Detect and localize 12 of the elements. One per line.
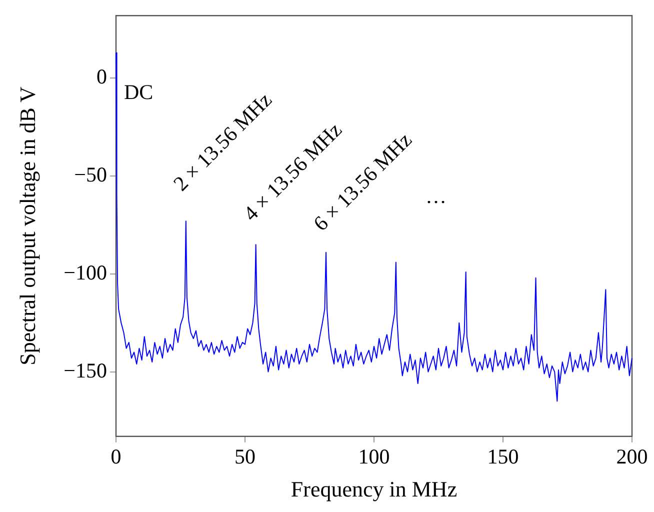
annotation: … xyxy=(426,184,446,208)
x-tick-label: 50 xyxy=(234,444,256,469)
x-axis-title: Frequency in MHz xyxy=(290,476,458,502)
x-tick-label: 200 xyxy=(616,444,648,469)
y-axis-title: Spectral output voltage in dB V xyxy=(14,86,40,366)
y-tick-label: 0 xyxy=(96,64,107,89)
y-tick-label: −150 xyxy=(64,358,107,382)
x-tick-label: 100 xyxy=(358,444,390,469)
annotation: DC xyxy=(124,80,154,104)
x-tick-label: 150 xyxy=(487,444,519,469)
y-tick-label: −50 xyxy=(74,162,107,187)
y-tick-label: −100 xyxy=(64,260,107,284)
